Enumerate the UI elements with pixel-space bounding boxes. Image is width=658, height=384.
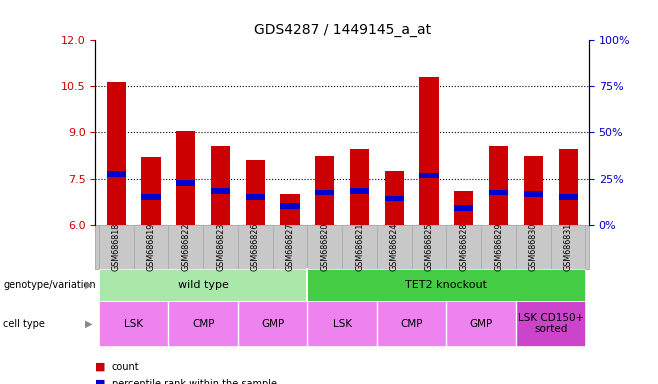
Text: count: count — [112, 362, 139, 372]
Text: TET2 knockout: TET2 knockout — [405, 280, 488, 290]
Text: GSM686829: GSM686829 — [494, 222, 503, 271]
Text: GSM686826: GSM686826 — [251, 223, 260, 271]
Text: GSM686830: GSM686830 — [529, 223, 538, 271]
Text: GMP: GMP — [261, 318, 284, 329]
Text: GSM686824: GSM686824 — [390, 223, 399, 271]
Text: LSK: LSK — [332, 318, 352, 329]
Title: GDS4287 / 1449145_a_at: GDS4287 / 1449145_a_at — [253, 23, 431, 36]
Text: percentile rank within the sample: percentile rank within the sample — [112, 379, 277, 384]
Text: ▶: ▶ — [85, 280, 92, 290]
Bar — [420, 77, 439, 225]
Bar — [524, 156, 543, 225]
Bar — [280, 194, 299, 225]
Text: genotype/variation: genotype/variation — [3, 280, 96, 290]
Text: ■: ■ — [95, 362, 106, 372]
Bar — [107, 171, 126, 177]
Bar — [385, 196, 404, 201]
Text: CMP: CMP — [401, 318, 423, 329]
Bar — [245, 194, 265, 200]
Text: GSM686823: GSM686823 — [216, 223, 225, 271]
Text: GSM686820: GSM686820 — [320, 223, 329, 271]
Text: ■: ■ — [95, 379, 106, 384]
Text: wild type: wild type — [178, 280, 228, 290]
Bar — [245, 160, 265, 225]
Text: GSM686821: GSM686821 — [355, 223, 364, 271]
Bar — [176, 131, 195, 225]
Text: LSK: LSK — [124, 318, 143, 329]
Bar — [141, 157, 161, 225]
Bar — [107, 82, 126, 225]
Text: LSK CD150+
sorted: LSK CD150+ sorted — [518, 313, 584, 334]
Text: GSM686825: GSM686825 — [424, 222, 434, 271]
Bar — [211, 188, 230, 194]
Text: cell type: cell type — [3, 318, 45, 329]
Text: ▶: ▶ — [85, 318, 92, 329]
Bar — [350, 188, 369, 194]
Text: GSM686818: GSM686818 — [112, 223, 121, 271]
Text: GSM686827: GSM686827 — [286, 222, 295, 271]
Bar — [454, 205, 473, 210]
Bar — [559, 149, 578, 225]
Text: GSM686819: GSM686819 — [147, 223, 155, 271]
Text: GSM686828: GSM686828 — [459, 223, 468, 271]
Bar — [489, 190, 508, 195]
Bar — [315, 190, 334, 195]
Text: GMP: GMP — [470, 318, 493, 329]
Bar — [420, 173, 439, 178]
Bar — [559, 194, 578, 200]
Bar — [315, 156, 334, 225]
Bar — [141, 194, 161, 200]
Bar — [454, 191, 473, 225]
Bar — [280, 204, 299, 209]
Bar — [176, 180, 195, 186]
Bar — [211, 146, 230, 225]
Bar — [350, 149, 369, 225]
Text: CMP: CMP — [192, 318, 215, 329]
Text: GSM686822: GSM686822 — [181, 222, 190, 271]
Bar — [524, 191, 543, 197]
Bar — [489, 146, 508, 225]
Text: GSM686831: GSM686831 — [563, 223, 572, 271]
Bar — [385, 171, 404, 225]
